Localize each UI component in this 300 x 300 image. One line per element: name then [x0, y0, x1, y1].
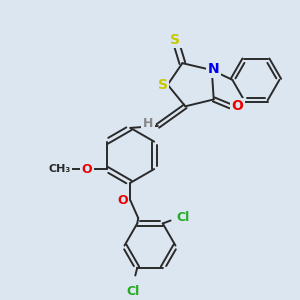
Text: O: O	[231, 99, 243, 113]
Text: CH₃: CH₃	[48, 164, 71, 174]
Text: H: H	[143, 118, 153, 130]
Text: S: S	[170, 33, 181, 46]
Text: Cl: Cl	[177, 211, 190, 224]
Text: O: O	[117, 194, 128, 207]
Text: O: O	[82, 163, 92, 176]
Text: N: N	[208, 62, 220, 76]
Text: Cl: Cl	[127, 285, 140, 298]
Text: S: S	[158, 78, 168, 92]
